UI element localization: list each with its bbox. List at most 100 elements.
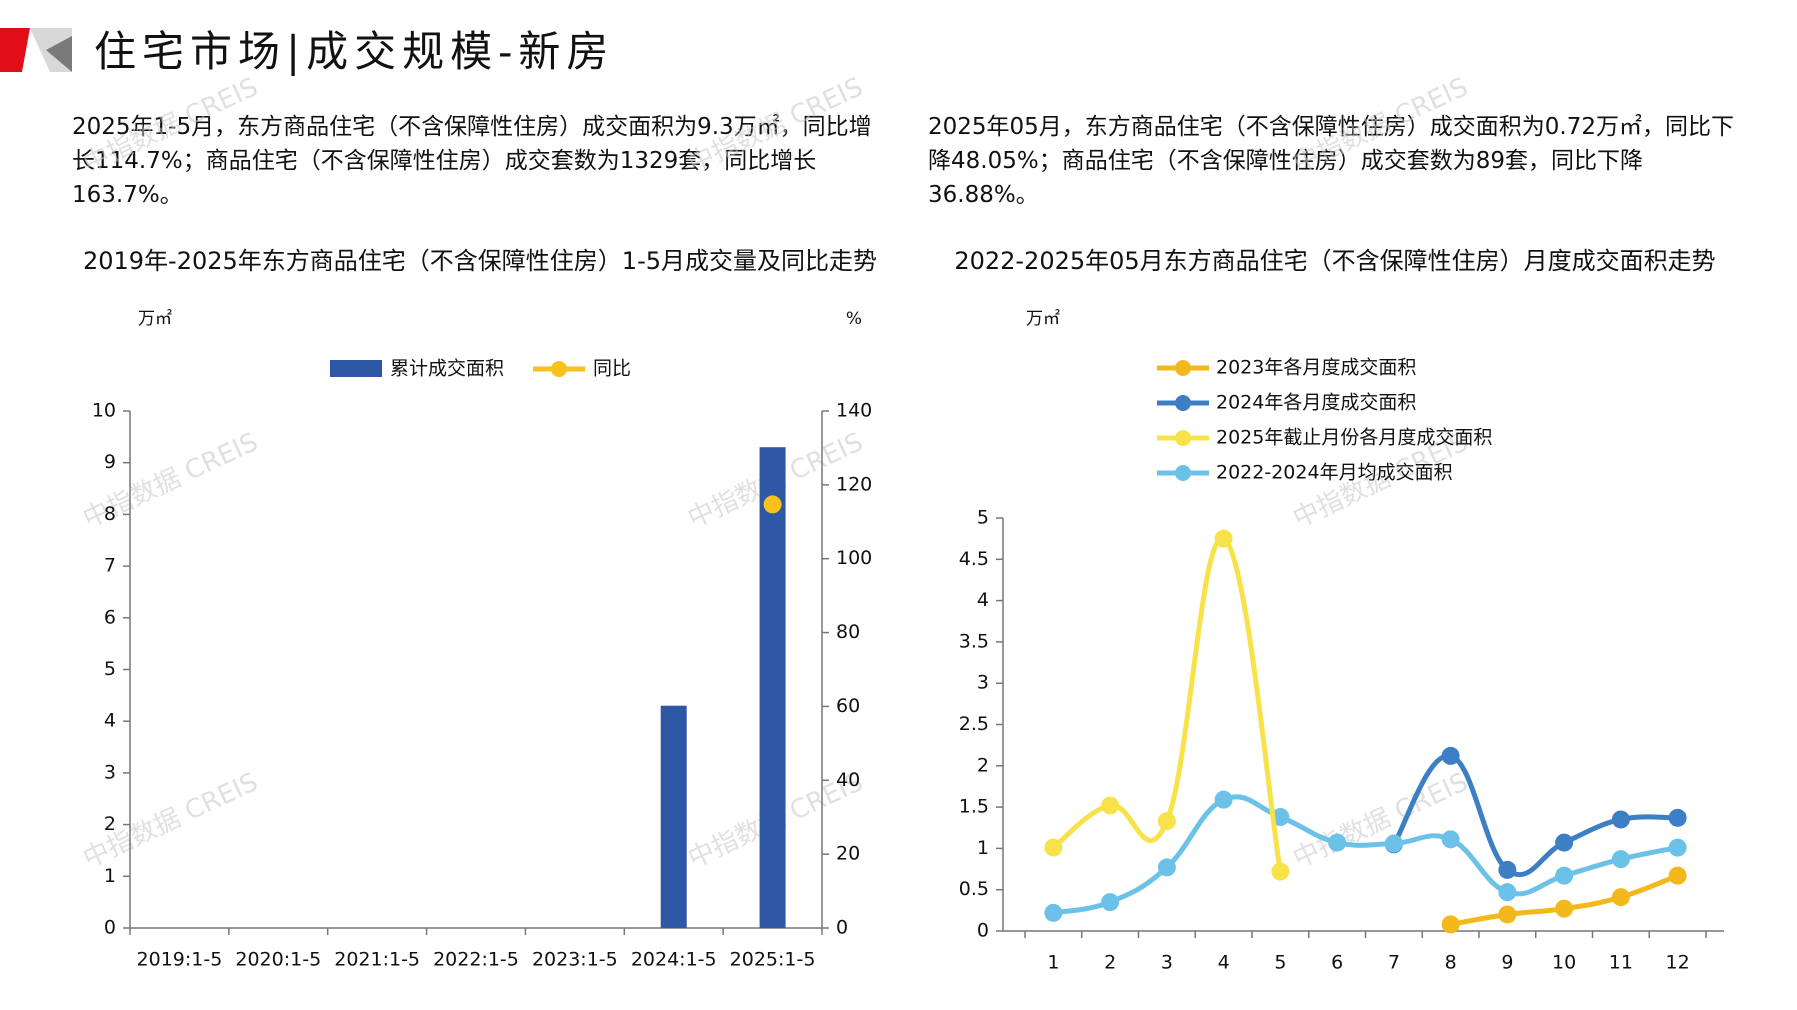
x-tick-label: 2023:1-5 <box>532 949 618 971</box>
r-x-tick-label: 2 <box>1104 952 1116 974</box>
y-axis-title: 万㎡ <box>138 309 172 329</box>
y2-tick-label: 40 <box>836 769 860 791</box>
series-point <box>1668 838 1687 857</box>
series-point <box>1101 893 1120 912</box>
r-y-tick-label: 2 <box>977 754 989 776</box>
y2-axis-title: % <box>846 309 862 329</box>
series-point <box>1044 903 1063 922</box>
y-tick-label: 8 <box>104 503 116 525</box>
legend-marker-yoy <box>551 361 567 377</box>
logo-dark-shape <box>46 36 72 72</box>
r-x-tick-label: 11 <box>1609 952 1633 974</box>
y-tick-label: 9 <box>104 451 116 473</box>
legend-label-bar: 累计成交面积 <box>390 358 504 380</box>
r-y-tick-label: 0 <box>977 920 989 942</box>
y2-tick-label: 80 <box>836 621 860 643</box>
y2-tick-label: 20 <box>836 843 860 865</box>
yoy-point <box>763 495 782 514</box>
series-point <box>1441 915 1460 934</box>
r-x-tick-label: 7 <box>1388 952 1400 974</box>
legend-label: 2025年截止月份各月度成交面积 <box>1216 427 1492 449</box>
y-tick-label: 1 <box>104 865 116 887</box>
series-point <box>1611 810 1630 829</box>
series-point <box>1555 866 1574 885</box>
y2-tick-label: 140 <box>836 400 872 422</box>
series-point <box>1328 833 1347 852</box>
series-point <box>1498 905 1517 924</box>
legend-label: 2023年各月度成交面积 <box>1216 357 1416 379</box>
series-point <box>1555 833 1574 852</box>
bar <box>660 705 687 928</box>
series-point <box>1044 838 1063 857</box>
r-y-tick-label: 1.5 <box>959 796 989 818</box>
x-tick-label: 2025:1-5 <box>730 949 816 971</box>
r-y-tick-label: 5 <box>977 507 989 529</box>
r-x-tick-label: 8 <box>1445 952 1457 974</box>
x-tick-label: 2022:1-5 <box>433 949 519 971</box>
right-chart-title: 2022-2025年05月东方商品住宅（不含保障性住房）月度成交面积走势 <box>954 247 1716 275</box>
x-tick-label: 2021:1-5 <box>334 949 420 971</box>
r-x-tick-label: 10 <box>1552 952 1576 974</box>
series-point <box>1214 529 1233 548</box>
r-x-tick-label: 4 <box>1218 952 1230 974</box>
r-x-tick-label: 6 <box>1331 952 1343 974</box>
y-tick-label: 10 <box>92 400 116 422</box>
legend-marker <box>1175 465 1191 481</box>
series-point <box>1157 812 1176 831</box>
x-tick-label: 2019:1-5 <box>137 949 223 971</box>
series-point <box>1611 850 1630 869</box>
r-y-tick-label: 3 <box>977 672 989 694</box>
legend-label: 2024年各月度成交面积 <box>1216 392 1416 414</box>
series-point <box>1555 899 1574 918</box>
series-point <box>1441 746 1460 765</box>
legend-marker <box>1175 395 1191 411</box>
r-x-tick-label: 5 <box>1274 952 1286 974</box>
bar <box>759 447 786 928</box>
legend-label-yoy: 同比 <box>593 358 631 380</box>
r-y-tick-label: 0.5 <box>959 878 989 900</box>
series-point <box>1384 834 1403 853</box>
legend-label: 2022-2024年月均成交面积 <box>1216 462 1453 484</box>
y2-tick-label: 100 <box>836 547 872 569</box>
r-y-tick-label: 3.5 <box>959 630 989 652</box>
r-x-tick-label: 12 <box>1666 952 1690 974</box>
series-point <box>1101 796 1120 815</box>
right-description: 2025年05月，东方商品住宅（不含保障性住房）成交面积为0.72万㎡，同比下降… <box>928 114 1735 208</box>
y2-tick-label: 60 <box>836 695 860 717</box>
y2-tick-label: 0 <box>836 917 848 939</box>
left-chart-title: 2019年-2025年东方商品住宅（不含保障性住房）1-5月成交量及同比走势 <box>82 247 877 275</box>
series-line <box>1050 794 1681 916</box>
r-x-tick-label: 3 <box>1161 952 1173 974</box>
r-y-tick-label: 4.5 <box>959 548 989 570</box>
legend-marker <box>1175 430 1191 446</box>
page-title: 住宅市场|成交规模-新房 <box>94 27 615 76</box>
r-y-tick-label: 2.5 <box>959 713 989 735</box>
series-point <box>1498 860 1517 879</box>
x-tick-label: 2024:1-5 <box>631 949 717 971</box>
brand-logo <box>0 28 72 72</box>
r-y-axis-title: 万㎡ <box>1026 309 1060 329</box>
series-point <box>1498 883 1517 902</box>
legend-swatch-bar <box>330 360 382 377</box>
series-point <box>1214 790 1233 809</box>
series-point <box>1668 866 1687 885</box>
series-point <box>1611 888 1630 907</box>
r-x-tick-label: 9 <box>1501 952 1513 974</box>
series-point <box>1668 808 1687 827</box>
y-tick-label: 4 <box>104 710 116 732</box>
y2-tick-label: 120 <box>836 473 872 495</box>
legend-marker <box>1175 360 1191 376</box>
x-tick-label: 2020:1-5 <box>235 949 321 971</box>
r-x-tick-label: 1 <box>1047 952 1059 974</box>
r-y-tick-label: 1 <box>977 837 989 859</box>
series-point <box>1441 830 1460 849</box>
y-tick-label: 6 <box>104 606 116 628</box>
series-point <box>1271 862 1290 881</box>
y-tick-label: 7 <box>104 555 116 577</box>
series-point <box>1157 858 1176 877</box>
y-tick-label: 5 <box>104 658 116 680</box>
y-tick-label: 3 <box>104 761 116 783</box>
y-tick-label: 2 <box>104 813 116 835</box>
r-y-tick-label: 4 <box>977 589 989 611</box>
